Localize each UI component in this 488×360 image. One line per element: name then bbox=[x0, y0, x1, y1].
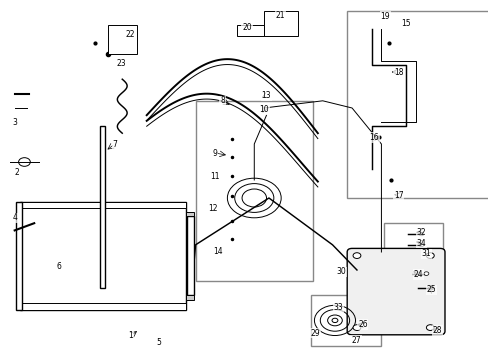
Circle shape bbox=[352, 253, 360, 258]
Bar bbox=[383, 223, 442, 281]
Text: 16: 16 bbox=[368, 133, 378, 142]
FancyBboxPatch shape bbox=[346, 248, 444, 335]
Text: 33: 33 bbox=[333, 303, 343, 312]
Text: 24: 24 bbox=[412, 270, 422, 279]
Circle shape bbox=[418, 243, 423, 247]
Text: 10: 10 bbox=[259, 105, 268, 114]
Text: 32: 32 bbox=[416, 228, 426, 237]
Bar bbox=[20, 303, 185, 310]
Text: 14: 14 bbox=[212, 248, 222, 256]
Text: 8: 8 bbox=[220, 96, 224, 105]
Bar bbox=[20, 202, 185, 208]
Text: 6: 6 bbox=[56, 262, 61, 271]
Bar bbox=[100, 126, 105, 288]
Text: 2: 2 bbox=[15, 168, 20, 177]
Text: 22: 22 bbox=[125, 30, 135, 39]
Circle shape bbox=[426, 253, 433, 258]
Bar bbox=[310, 295, 381, 346]
Bar bbox=[346, 11, 488, 198]
Text: 34: 34 bbox=[416, 239, 426, 248]
Text: 31: 31 bbox=[421, 249, 430, 258]
Text: 25: 25 bbox=[426, 285, 435, 294]
Bar bbox=[195, 101, 312, 281]
Text: 23: 23 bbox=[116, 59, 126, 68]
Text: 19: 19 bbox=[380, 12, 389, 21]
Text: 29: 29 bbox=[310, 328, 320, 338]
Text: 21: 21 bbox=[275, 11, 285, 20]
Text: 30: 30 bbox=[336, 267, 346, 276]
Circle shape bbox=[428, 286, 433, 290]
Text: 7: 7 bbox=[112, 140, 117, 149]
Circle shape bbox=[423, 272, 428, 275]
Circle shape bbox=[426, 325, 433, 330]
Text: 5: 5 bbox=[156, 338, 161, 347]
Bar bbox=[186, 212, 194, 216]
Text: 3: 3 bbox=[12, 118, 17, 127]
Text: 4: 4 bbox=[12, 213, 17, 222]
Text: 18: 18 bbox=[393, 68, 403, 77]
Text: 17: 17 bbox=[393, 191, 403, 199]
Text: 15: 15 bbox=[400, 19, 410, 28]
Bar bbox=[264, 11, 298, 36]
Bar bbox=[237, 25, 264, 36]
Text: 27: 27 bbox=[350, 336, 360, 345]
Bar bbox=[20, 202, 185, 310]
Text: 13: 13 bbox=[261, 91, 271, 100]
Text: 9: 9 bbox=[212, 149, 217, 158]
Bar bbox=[186, 295, 194, 300]
Text: 11: 11 bbox=[210, 172, 220, 181]
Bar bbox=[107, 25, 137, 54]
Bar bbox=[186, 216, 193, 295]
Text: 1: 1 bbox=[128, 331, 133, 340]
Circle shape bbox=[19, 158, 30, 166]
Text: 26: 26 bbox=[357, 320, 367, 329]
Text: 28: 28 bbox=[432, 326, 442, 335]
Circle shape bbox=[352, 325, 360, 330]
Text: 20: 20 bbox=[242, 23, 251, 32]
Text: 12: 12 bbox=[207, 204, 217, 213]
Circle shape bbox=[418, 232, 423, 236]
Bar bbox=[16, 202, 21, 310]
